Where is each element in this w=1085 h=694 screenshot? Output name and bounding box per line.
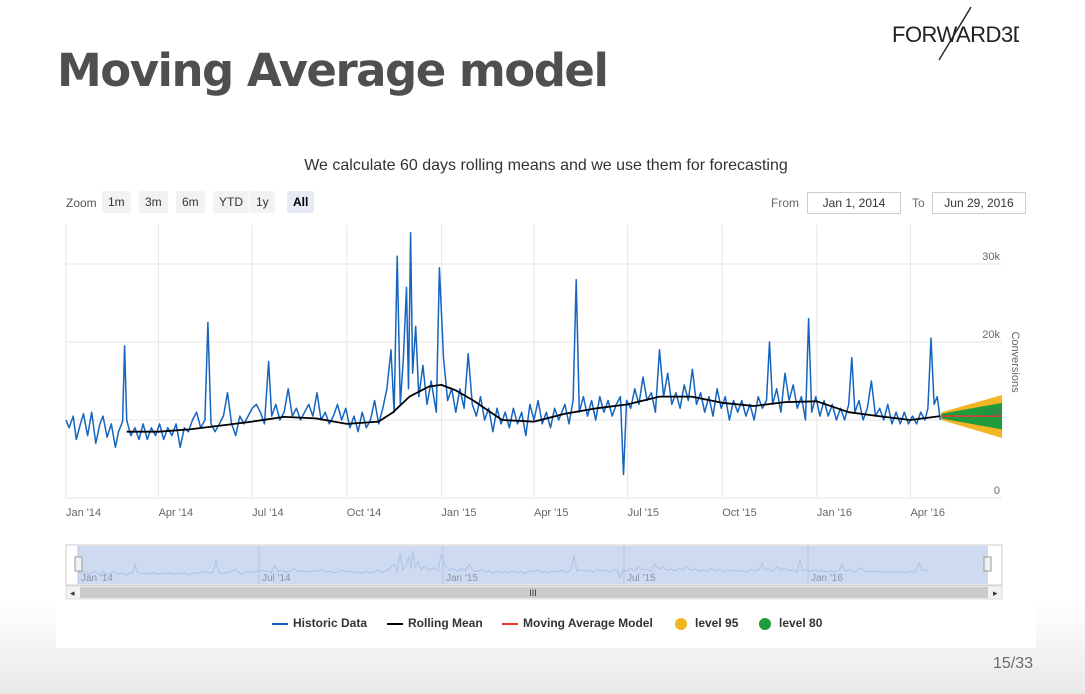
legend-item-moving-average-model[interactable]: Moving Average Model [502,615,653,631]
legend-historic-line-icon [272,623,288,625]
scrollbar-right-arrow[interactable]: ▸ [993,588,998,598]
y-tick-label: 0 [994,485,1000,497]
x-tick-label: Jul '15 [628,507,659,519]
y-tick-label: 20k [982,329,1000,341]
zoom-label: Zoom [66,196,97,210]
zoom-button-3m[interactable]: 3m [139,191,168,213]
navigator[interactable]: Jan '14 Jul '14 Jan '15 Jul '15 Jan '16 ◂ ▸ … [66,545,1002,599]
navigator-right-handle[interactable] [984,557,991,571]
legend-item-level-95[interactable]: level 95 [675,615,738,631]
from-date-input[interactable] [807,192,901,214]
navigator-tick-label: Jan '14 [81,573,113,584]
zoom-button-ytd[interactable]: YTD [213,191,249,213]
x-axis-ticks: Jan '14 Apr '14 Jul '14 Oct '14 Jan '15 Apr '… [66,507,945,519]
navigator-tick-label: Jul '14 [262,573,291,584]
y-axis-ticks: 0 10k 20k 30k [982,251,1000,497]
x-tick-label: Apr '16 [910,507,945,519]
x-tick-label: Jan '15 [441,507,476,519]
navigator-tick-label: Jul '15 [627,573,656,584]
to-label: To [912,196,925,210]
legend-level95-dot-icon [675,618,687,630]
legend-level80-dot-icon [759,618,771,630]
y-tick-label: 10k [982,407,1000,419]
page-number: 15/33 [993,655,1033,673]
slide-title: Moving Average model [57,44,607,97]
to-date-input[interactable] [932,192,1026,214]
chart-container: We calculate 60 days rolling means and w… [56,140,1036,648]
zoom-button-6m[interactable]: 6m [176,191,205,213]
from-label: From [771,196,799,210]
zoom-button-1m[interactable]: 1m [102,191,131,213]
company-logo: FORWARD3D [889,4,1019,64]
legend-item-historic-data[interactable]: Historic Data [272,615,367,631]
legend-item-level-80[interactable]: level 80 [759,615,822,631]
navigator-tick-label: Jan '15 [446,573,478,584]
navigator-selection[interactable] [78,546,988,584]
y-axis-label: Conversions [1009,331,1021,393]
x-tick-label: Oct '15 [722,507,757,519]
scrollbar-grip-icon: III [529,588,537,598]
scrollbar-left-arrow[interactable]: ◂ [70,588,75,598]
x-tick-label: Jan '16 [817,507,852,519]
chart-title: We calculate 60 days rolling means and w… [56,157,1036,175]
navigator-tick-label: Jan '16 [811,573,843,584]
x-tick-label: Apr '14 [159,507,194,519]
legend-item-rolling-mean[interactable]: Rolling Mean [387,615,483,631]
zoom-button-all[interactable]: All [287,191,314,213]
legend-model-line-icon [502,623,518,625]
x-tick-label: Apr '15 [534,507,569,519]
y-tick-label: 30k [982,251,1000,263]
legend-rolling-line-icon [387,623,403,625]
historic-data-line [66,233,940,475]
zoom-button-1y[interactable]: 1y [250,191,275,213]
x-tick-label: Jan '14 [66,507,101,519]
x-tick-label: Jul '14 [252,507,283,519]
x-tick-label: Oct '14 [347,507,382,519]
navigator-left-handle[interactable] [75,557,82,571]
logo-text: FORWARD3D [892,22,1019,47]
